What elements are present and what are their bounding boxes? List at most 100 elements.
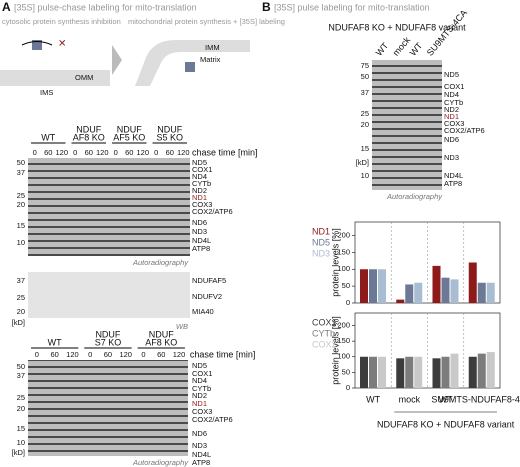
lane-label: 120 [96, 148, 109, 157]
label: CYTb [192, 179, 211, 188]
group-label: NDUF [117, 124, 142, 134]
bar [360, 356, 368, 388]
lane-label: 0 [141, 350, 145, 359]
axis-label: chase time [min] [190, 349, 256, 359]
label: 50 [17, 158, 25, 167]
lane-label: 120 [173, 350, 186, 359]
label: 25 [17, 293, 25, 302]
bar [477, 353, 486, 388]
legend-entry: COX2 [312, 339, 337, 349]
label: COX3 [192, 200, 212, 209]
lane-label: 120 [66, 350, 79, 359]
bar [396, 358, 405, 388]
label: ND2 [192, 186, 207, 195]
x-tick-label: WT [366, 394, 380, 404]
label: 25 [17, 393, 25, 402]
label: 50 [17, 362, 25, 371]
group-label: NDUFAF8 KO + NDUFAF8 variant [377, 419, 515, 429]
lane-label: 60 [157, 350, 165, 359]
bar [441, 277, 450, 303]
group-label: WT [48, 337, 62, 347]
lane-label: 120 [119, 350, 132, 359]
label: MIA40 [192, 307, 214, 316]
label: OMM [75, 73, 93, 82]
y-tick-label: 100 [337, 264, 350, 273]
lane-label: SU9MTS-4CA [425, 8, 469, 58]
label: CYTb [444, 98, 463, 107]
label: IMS [40, 88, 53, 97]
panel-title: [35S] pulse-chase labeling for mito-tran… [14, 2, 197, 12]
lane-label: 0 [35, 350, 39, 359]
label: 20 [17, 404, 25, 413]
gel [372, 60, 442, 190]
label: ATP8 [192, 458, 210, 467]
y-tick-label: 50 [342, 367, 350, 376]
label: NDUFAF5 [192, 276, 226, 285]
label: ND2 [192, 391, 207, 400]
label: 37 [17, 371, 25, 380]
panel-title: [35S] pulse labeling for mito-translatio… [274, 2, 430, 12]
method-label: Autoradiography [132, 458, 189, 467]
y-tick-label: 100 [337, 352, 350, 361]
lane-label: 0 [114, 148, 118, 157]
bar [432, 265, 441, 303]
y-tick-label: 200 [337, 320, 350, 329]
label: ND3 [444, 153, 459, 162]
label: ND4L [444, 171, 463, 180]
label: [kD] [356, 158, 369, 167]
bar [468, 262, 477, 303]
label: ND5 [444, 70, 459, 79]
label: 10 [17, 238, 25, 247]
group-label: NDUF [157, 124, 182, 134]
group-label: AF8 KO [73, 132, 105, 142]
label: ND3 [192, 227, 207, 236]
legend-entry: COX1 [312, 317, 337, 327]
label: 37 [361, 88, 369, 97]
label: ND1 [192, 193, 207, 202]
bar [432, 358, 441, 388]
label: IMM [205, 43, 220, 52]
axis-label: protein levels [%] [330, 316, 340, 385]
label: 37 [17, 168, 25, 177]
panel-letter: A [2, 0, 11, 14]
lane-label: 0 [154, 148, 158, 157]
lane-label: 120 [55, 148, 68, 157]
label: COX3 [192, 407, 212, 416]
label: ND4L [192, 236, 211, 245]
label: COX1 [192, 369, 212, 378]
lane-label: 60 [166, 148, 174, 157]
label: ND4L [192, 450, 211, 459]
legend-entry: ND3 [312, 248, 330, 258]
lane-label: 0 [73, 148, 77, 157]
label: 25 [361, 109, 369, 118]
method-label: WB [176, 322, 188, 331]
label: ND2 [444, 105, 459, 114]
label: ATP8 [444, 179, 462, 188]
method-label: Autoradiography [132, 258, 189, 267]
label: ND6 [192, 429, 207, 438]
label: COX2/ATP6 [192, 207, 233, 216]
label: ND1 [444, 112, 459, 121]
lane-label: 60 [85, 148, 93, 157]
label: 75 [361, 61, 369, 70]
y-tick-label: 50 [342, 281, 350, 290]
bar [378, 356, 386, 388]
axis-label: chase time [min] [192, 147, 258, 157]
x-tick-label: WT [439, 394, 453, 404]
label: 15 [17, 221, 25, 230]
bar [468, 356, 477, 388]
bar [450, 353, 459, 388]
y-tick-label: 0 [346, 298, 350, 307]
bar [396, 299, 405, 303]
group-label: NDUFAF8 KO + NDUFAF8 variant [328, 22, 466, 32]
label: ND4 [192, 376, 207, 385]
lane-label: 60 [104, 350, 112, 359]
label: ND4 [192, 172, 207, 181]
lane-label: mock [391, 35, 413, 58]
label: 20 [361, 120, 369, 129]
bar [414, 282, 423, 303]
scheme: ✕ [0, 39, 250, 86]
svg-text:✕: ✕ [58, 39, 66, 50]
label: ND5 [192, 361, 207, 370]
